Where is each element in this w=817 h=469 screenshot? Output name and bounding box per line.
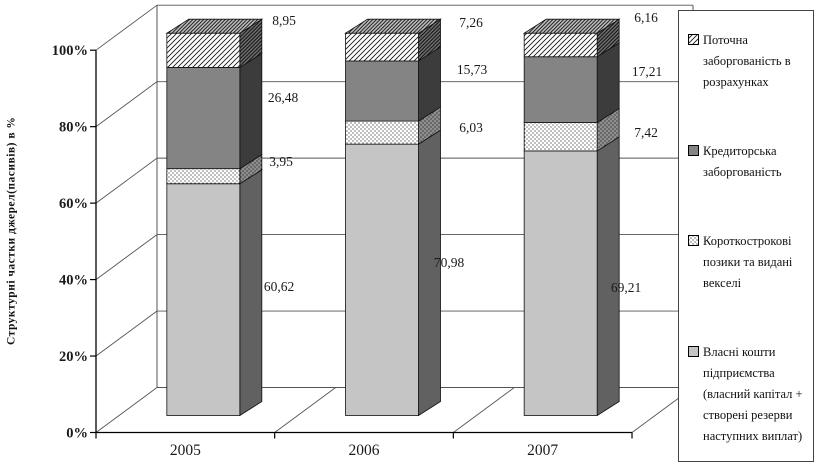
bar-segment-side — [596, 136, 620, 417]
bar-segment — [345, 32, 419, 62]
legend-swatch-dark-gray-icon — [688, 145, 699, 156]
bars — [165, 18, 621, 417]
gridline-diagonal — [95, 81, 158, 128]
data-label: 6,03 — [459, 120, 483, 135]
data-label: 8,95 — [272, 13, 296, 28]
y-tick-label: 100% — [52, 43, 88, 59]
x-category-label: 2005 — [170, 442, 201, 459]
y-tick-label: 20% — [59, 349, 88, 365]
legend-label: Кредиторська заборгованість — [703, 144, 782, 179]
y-tick-label: 0% — [66, 426, 88, 442]
bar-segment — [345, 120, 419, 145]
x-category-label: 2006 — [349, 442, 380, 459]
legend-swatch-light-gray-icon — [688, 346, 699, 357]
data-label: 6,16 — [634, 10, 658, 25]
legend-item-current-debt: Поточна заборгованість в розрахунках — [688, 30, 807, 93]
axes — [90, 49, 633, 439]
floor-diagonal — [274, 387, 336, 433]
legend-label: Власні кошти підприємства (власний капіт… — [703, 345, 803, 443]
data-label: 17,21 — [632, 64, 662, 79]
legend-label: Короткострокові позики та видані векселі — [703, 234, 793, 290]
bar-segment — [345, 60, 419, 122]
y-tick-label: 60% — [59, 196, 88, 212]
legend-item-creditor-debt: Кредиторська заборгованість — [688, 141, 807, 183]
bar-segment — [523, 32, 598, 58]
gridline-diagonal — [95, 387, 158, 433]
legend: Поточна заборгованість в розрахунках Кре… — [678, 10, 814, 462]
data-label: 60,62 — [264, 279, 294, 294]
legend-label: Поточна заборгованість в розрахунках — [703, 33, 791, 89]
bar-segment — [345, 143, 419, 416]
gridline-diagonal — [95, 157, 158, 204]
bar-segment-side — [239, 169, 263, 417]
labels: 0% 20% 40% 60% 80% 100% 2005 2006 2007 60,62 3,95 2… — [52, 10, 662, 459]
floor-diagonal — [453, 387, 515, 433]
y-tick-label: 40% — [59, 273, 88, 289]
data-label: 3,95 — [269, 154, 293, 169]
bar-segment-side — [239, 52, 263, 170]
data-label: 70,98 — [434, 255, 465, 270]
bar-top-face — [165, 18, 264, 34]
data-label: 7,26 — [459, 15, 483, 30]
legend-swatch-diagonal-hatch-icon — [688, 34, 699, 45]
data-label: 69,21 — [611, 280, 641, 295]
bar-segment — [166, 183, 241, 416]
data-label: 26,48 — [268, 90, 299, 105]
bar-segment — [166, 67, 241, 170]
bar-segment-side — [418, 129, 441, 417]
bar-top-face — [522, 18, 621, 34]
legend-item-own-funds: Власні кошти підприємства (власний капіт… — [688, 342, 807, 447]
gridline-diagonal — [95, 234, 158, 280]
bar-segment — [523, 122, 598, 152]
bar-top-face — [344, 18, 442, 34]
data-label: 7,42 — [634, 125, 658, 140]
gridline-diagonal — [95, 310, 158, 357]
y-tick-label: 80% — [59, 120, 88, 136]
gridline-diagonal — [95, 4, 158, 51]
x-category-label: 2007 — [527, 442, 558, 459]
legend-item-short-term-loans: Короткострокові позики та видані векселі — [688, 231, 807, 294]
bar-segment — [523, 56, 598, 123]
bar-segment — [166, 168, 241, 185]
bar-segment — [523, 150, 598, 416]
bar-segment — [166, 32, 241, 68]
legend-swatch-dots-icon — [688, 235, 699, 246]
data-label: 15,73 — [457, 62, 488, 77]
